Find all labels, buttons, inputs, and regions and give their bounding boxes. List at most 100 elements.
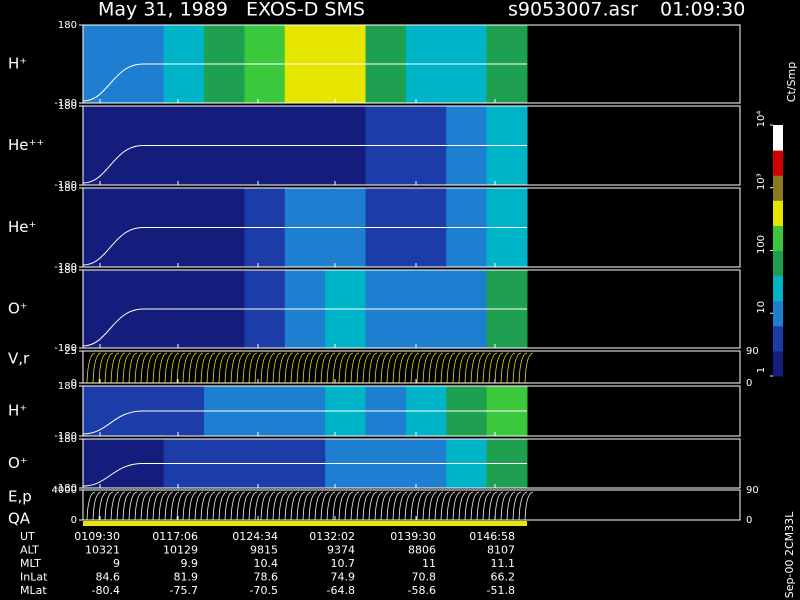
footer-cell: 0109:30	[74, 530, 120, 543]
panel-frame	[82, 438, 741, 489]
trace	[374, 491, 384, 521]
trace	[188, 352, 198, 384]
trace	[110, 352, 120, 384]
heat-cell	[83, 25, 124, 103]
panel-label: O⁺	[8, 454, 28, 472]
footer-cell: 9815	[250, 544, 278, 557]
y-tick-label: -180	[54, 431, 77, 442]
trace	[82, 308, 527, 347]
trace	[404, 352, 414, 384]
trace	[218, 491, 228, 521]
trace	[314, 491, 324, 521]
panel-frame	[82, 24, 741, 104]
trace	[86, 491, 96, 521]
y-tick-label: -180	[54, 180, 77, 191]
footer-cell: 0117:06	[152, 530, 198, 543]
footer-cell: 0124:34	[232, 530, 278, 543]
trace	[434, 352, 444, 384]
colorbar-band	[773, 275, 783, 302]
trace	[422, 352, 432, 384]
trace	[344, 352, 354, 384]
trace	[260, 352, 270, 384]
footer-cell: 78.6	[254, 571, 279, 584]
colorbar-band	[773, 350, 783, 377]
trace	[524, 352, 534, 384]
y2-tick-label: 90	[746, 346, 759, 357]
trace	[248, 491, 258, 521]
footer-cell: -64.8	[327, 584, 355, 597]
trace	[476, 491, 486, 521]
trace	[230, 352, 240, 384]
footer-cell: 0139:30	[390, 530, 436, 543]
trace	[272, 491, 282, 521]
trace	[470, 352, 480, 384]
y-tick-label: 0	[71, 515, 77, 526]
footer-cell: 10.7	[331, 557, 356, 570]
footer-row-label: MLT	[20, 557, 41, 570]
trace	[92, 491, 102, 521]
y-tick-label: 180	[58, 265, 77, 276]
trace	[308, 491, 318, 521]
panel-frame	[82, 105, 741, 186]
trace	[392, 352, 402, 384]
footer-cell: -75.7	[170, 584, 198, 597]
trace	[140, 352, 150, 384]
time: 01:09:30	[660, 0, 745, 21]
trace	[308, 352, 318, 384]
footer-cell: 9.9	[181, 557, 199, 570]
trace	[296, 491, 306, 521]
colorbar-tick-label: 1	[756, 367, 767, 373]
footer-cell: 9	[113, 557, 120, 570]
colorbar-band	[773, 225, 783, 251]
trace	[482, 352, 492, 384]
trace	[362, 352, 372, 384]
colorbar-band	[773, 250, 783, 277]
trace	[356, 491, 366, 521]
trace	[212, 491, 222, 521]
trace	[458, 491, 468, 521]
trace	[494, 352, 504, 384]
trace	[416, 352, 426, 384]
trace	[164, 491, 174, 521]
trace	[362, 491, 372, 521]
trace	[284, 352, 294, 384]
footer-cell: 0146:58	[469, 530, 515, 543]
panel-label: O⁺	[8, 300, 28, 318]
trace	[326, 352, 336, 384]
trace	[236, 491, 246, 521]
trace	[326, 491, 336, 521]
trace	[278, 352, 288, 384]
colorbar-label: Ct/Smp	[785, 62, 798, 102]
trace	[254, 491, 264, 521]
trace	[374, 352, 384, 384]
trace	[134, 352, 144, 384]
heat-cell	[83, 439, 124, 488]
panel-label: He⁺⁺	[8, 136, 44, 154]
trace	[488, 352, 498, 384]
panel-frame	[82, 385, 741, 437]
colorbar-band	[773, 200, 783, 226]
trace	[410, 491, 420, 521]
trace	[206, 352, 216, 384]
panel-label: H⁺	[8, 402, 27, 420]
trace	[434, 491, 444, 521]
trace	[206, 491, 216, 521]
trace	[476, 352, 486, 384]
colorbar-tick-label: 10	[756, 301, 767, 314]
colorbar-tick-label: 10⁴	[756, 111, 767, 128]
trace	[494, 491, 504, 521]
trace	[260, 491, 270, 521]
trace	[116, 352, 126, 384]
trace	[452, 491, 462, 521]
trace	[302, 352, 312, 384]
colorbar-band	[773, 300, 783, 327]
trace	[512, 491, 522, 521]
trace	[266, 352, 276, 384]
y-tick-label: -180	[54, 262, 77, 273]
trace	[320, 352, 330, 384]
trace	[440, 491, 450, 521]
trace	[464, 491, 474, 521]
trace	[500, 352, 510, 384]
y-tick-label: 0	[71, 378, 77, 389]
trace	[338, 491, 348, 521]
